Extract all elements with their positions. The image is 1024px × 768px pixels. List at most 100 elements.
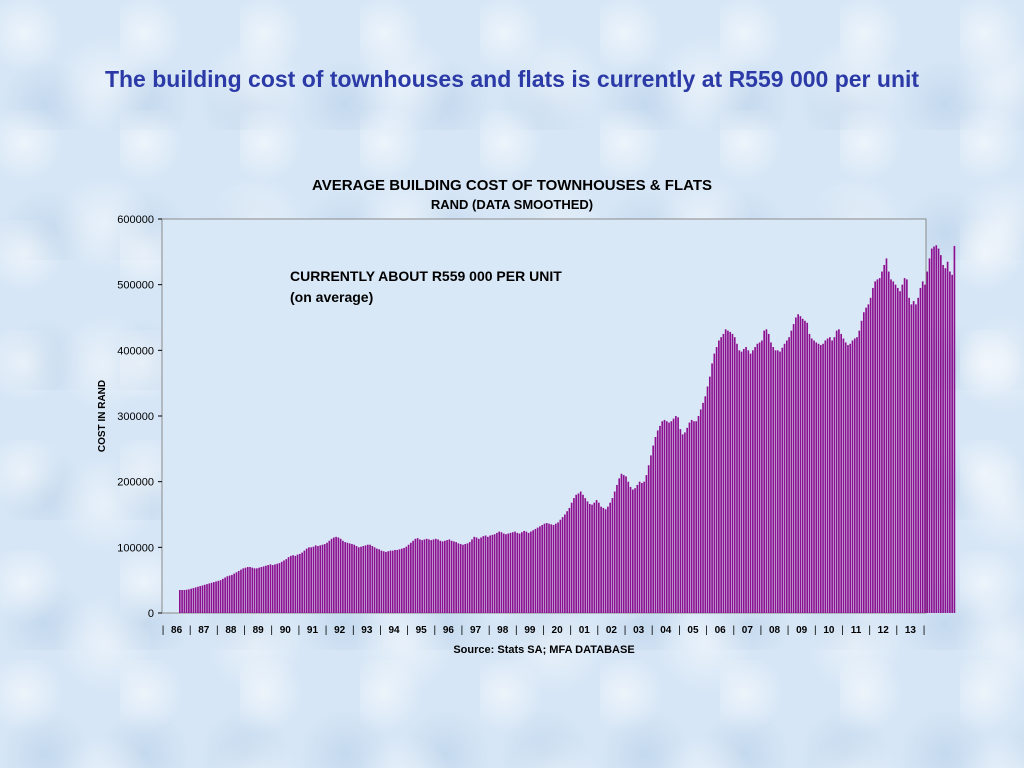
bar <box>480 537 482 613</box>
x-separator: | <box>352 625 355 636</box>
bar <box>915 304 917 613</box>
bar <box>785 340 788 613</box>
bar <box>366 544 369 613</box>
bar <box>629 486 632 613</box>
bar <box>824 340 827 613</box>
x-tick-label: 91 <box>307 625 319 636</box>
bar <box>310 547 313 613</box>
bar <box>464 544 467 613</box>
bar <box>373 547 376 613</box>
bar <box>593 502 596 613</box>
bar <box>212 582 215 613</box>
bar <box>453 541 455 613</box>
bar <box>672 418 675 613</box>
bar <box>192 588 195 613</box>
bar <box>564 514 566 613</box>
bar <box>708 376 711 613</box>
bar <box>903 278 906 613</box>
bar <box>894 284 897 613</box>
bar <box>314 545 317 613</box>
bar <box>740 351 743 613</box>
bar <box>899 291 901 613</box>
bar <box>835 330 838 613</box>
x-tick-label: 01 <box>579 625 591 636</box>
bar <box>208 583 211 613</box>
bar <box>810 338 813 613</box>
bar <box>541 525 544 613</box>
bar <box>534 528 537 613</box>
bar <box>933 246 935 613</box>
x-tick-label: 86 <box>171 625 183 636</box>
bar <box>514 531 516 613</box>
bar <box>822 343 824 613</box>
bar <box>335 536 337 613</box>
y-axis-label: COST IN RAND <box>97 380 108 452</box>
bar <box>650 455 652 613</box>
bar <box>362 546 365 613</box>
bar <box>568 507 571 613</box>
bar <box>885 258 888 613</box>
x-tick-label: 10 <box>823 625 835 636</box>
bar <box>471 539 473 613</box>
bar <box>199 586 202 613</box>
annotation-line-2: (on average) <box>290 289 373 305</box>
bar <box>410 542 412 613</box>
bar <box>308 547 310 613</box>
bar <box>477 538 480 613</box>
x-separator: | <box>488 625 491 636</box>
x-separator: | <box>406 625 409 636</box>
bar <box>493 534 496 613</box>
chart-subtitle: RAND (DATA SMOOTHED) <box>431 197 593 212</box>
bar <box>337 537 340 613</box>
x-separator: | <box>162 625 165 636</box>
bar <box>940 255 942 613</box>
bar <box>351 544 353 613</box>
bar <box>222 578 224 613</box>
bar <box>321 544 324 613</box>
bar <box>829 337 831 613</box>
bar <box>808 333 811 613</box>
bar <box>428 539 430 613</box>
bar <box>242 568 245 613</box>
x-separator: | <box>923 625 926 636</box>
bar <box>625 476 627 613</box>
bar <box>575 494 578 613</box>
bar <box>378 549 380 613</box>
bar <box>346 542 349 613</box>
bar <box>539 526 541 613</box>
x-separator: | <box>896 625 899 636</box>
bar <box>765 329 768 613</box>
x-tick-label: 93 <box>361 625 373 636</box>
bar <box>206 584 208 613</box>
bar <box>256 568 258 613</box>
bar <box>790 330 793 613</box>
bar <box>437 539 439 613</box>
bar <box>881 271 883 613</box>
bar <box>636 484 639 613</box>
bar <box>942 264 944 613</box>
x-separator: | <box>624 625 627 636</box>
bar <box>847 345 849 613</box>
bar <box>240 569 242 613</box>
bar <box>468 542 471 613</box>
bar <box>792 324 795 613</box>
bar <box>194 587 197 613</box>
bar <box>641 482 643 613</box>
x-separator: | <box>325 625 328 636</box>
x-tick-label: 95 <box>416 625 428 636</box>
x-separator: | <box>542 625 545 636</box>
bar <box>509 532 512 613</box>
bar <box>799 316 802 613</box>
bar <box>697 416 700 613</box>
bar <box>179 590 181 613</box>
x-tick-label: 07 <box>742 625 754 636</box>
bar <box>552 525 555 613</box>
bar <box>190 588 192 613</box>
bar <box>631 489 634 613</box>
bar <box>772 347 775 613</box>
bar <box>643 481 645 613</box>
bar <box>398 549 401 613</box>
bar <box>659 425 661 613</box>
bar <box>663 419 666 613</box>
